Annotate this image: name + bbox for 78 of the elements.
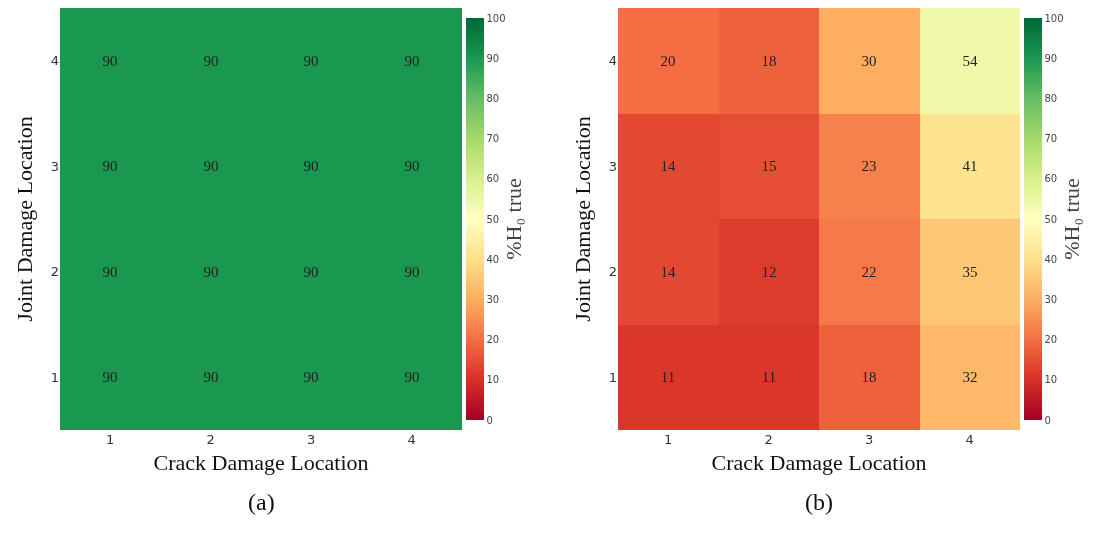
data-label: 90 — [102, 264, 118, 281]
color-bar-label: 80 — [486, 92, 500, 104]
data-label: 14 — [660, 264, 676, 281]
text: (a) — [248, 489, 275, 515]
x-tick-label: 1 — [106, 432, 115, 447]
data-label: 90 — [404, 264, 420, 281]
y-tick-label: 2 — [608, 264, 617, 280]
color-bar-label: 0 — [486, 414, 493, 426]
data-label: 15 — [761, 158, 777, 175]
data-label: 90 — [102, 53, 118, 70]
color-bar-label: 30 — [1044, 293, 1058, 305]
color-bar-label: 20 — [1044, 334, 1058, 346]
color-bar-title: %H₀ true — [501, 178, 527, 260]
color-bar-label: 30 — [486, 293, 500, 305]
y-tick-label: 4 — [50, 53, 59, 69]
data-label: 12 — [761, 264, 777, 281]
y-tick-label: 2 — [50, 264, 59, 280]
color-bar-label: 0 — [1044, 414, 1051, 426]
color-bar-label: 90 — [1044, 52, 1058, 64]
color-bar-label: 70 — [1044, 133, 1058, 145]
color-bar-label: 50 — [486, 213, 500, 225]
color-bar-label: 90 — [486, 52, 500, 64]
data-label: 32 — [962, 369, 978, 386]
data-label: 90 — [404, 158, 420, 175]
data-label: 90 — [203, 369, 219, 386]
x-tick-label: 2 — [764, 432, 773, 447]
data-label: 20 — [660, 53, 676, 70]
y-axis-title: Joint Damage Location — [11, 116, 37, 322]
y-tick-label: 1 — [50, 369, 59, 385]
data-label: 11 — [761, 369, 777, 386]
data-label: 23 — [861, 158, 877, 175]
data-label: 14 — [660, 158, 676, 175]
data-label: 35 — [962, 264, 978, 281]
data-label: 30 — [861, 53, 877, 70]
color-bar-label: 100 — [486, 12, 506, 24]
data-label: 90 — [203, 53, 219, 70]
color-bar-label: 60 — [1044, 173, 1058, 185]
y-tick-label: 3 — [608, 158, 617, 174]
x-tick-label: 4 — [965, 432, 974, 447]
data-label: 18 — [861, 369, 877, 386]
data-label: 90 — [102, 369, 118, 386]
color-bar-label: 60 — [486, 173, 500, 185]
y-tick-label: 4 — [608, 53, 617, 69]
data-label: 41 — [962, 158, 978, 175]
y-axis-title: Joint Damage Location — [569, 116, 595, 322]
data-label: 54 — [962, 53, 978, 70]
data-label: 90 — [203, 264, 219, 281]
color-bar-title: %H₀ true — [1059, 178, 1085, 260]
data-label: 18 — [761, 53, 777, 70]
color-bar-label: 100 — [1044, 12, 1064, 24]
color-bar-label: 70 — [486, 133, 500, 145]
data-label: 90 — [303, 264, 319, 281]
data-label: 90 — [404, 369, 420, 386]
color-bar-label: 10 — [486, 374, 500, 386]
color-bar-label: 50 — [1044, 213, 1058, 225]
data-label: 90 — [102, 158, 118, 175]
color-bar-label: 80 — [1044, 92, 1058, 104]
data-label: 90 — [303, 53, 319, 70]
x-tick-label: 2 — [206, 432, 215, 447]
data-label: 90 — [203, 158, 219, 175]
text: (b) — [805, 489, 833, 515]
x-tick-label: 3 — [307, 432, 316, 447]
x-tick-label: 3 — [865, 432, 874, 447]
x-axis-title: Crack Damage Location — [711, 449, 927, 475]
color-bar-label: 10 — [1044, 374, 1058, 386]
data-label: 90 — [303, 158, 319, 175]
x-tick-label: 4 — [407, 432, 416, 447]
x-tick-label: 1 — [664, 432, 673, 447]
data-label: 22 — [861, 264, 877, 281]
y-tick-label: 1 — [608, 369, 617, 385]
color-bar-label: 40 — [1044, 253, 1058, 265]
y-tick-label: 3 — [50, 158, 59, 174]
data-label: 90 — [404, 53, 420, 70]
data-label: 11 — [660, 369, 676, 386]
color-bar-label: 20 — [486, 334, 500, 346]
x-axis-title: Crack Damage Location — [153, 449, 369, 475]
color-bar-label: 40 — [486, 253, 500, 265]
data-label: 90 — [303, 369, 319, 386]
